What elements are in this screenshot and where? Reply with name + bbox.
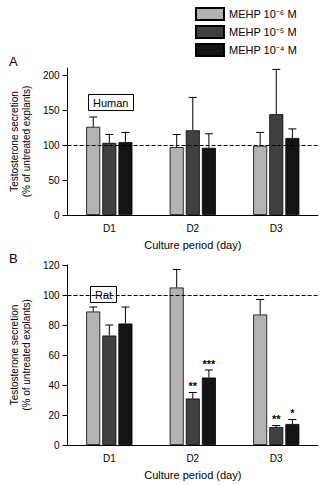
svg-text:0: 0 [54, 440, 60, 451]
svg-text:MEHP 10⁻⁶ M: MEHP 10⁻⁶ M [229, 8, 297, 20]
svg-text:**: ** [189, 380, 198, 392]
svg-text:60: 60 [48, 350, 60, 361]
svg-text:MEHP 10⁻⁵ M: MEHP 10⁻⁵ M [229, 26, 297, 38]
svg-text:120: 120 [43, 260, 60, 271]
svg-text:(% of untreated explants): (% of untreated explants) [21, 86, 32, 198]
svg-text:(% of untreated explants): (% of untreated explants) [21, 299, 32, 411]
svg-text:D1: D1 [103, 223, 116, 234]
svg-text:Human: Human [93, 97, 128, 109]
svg-text:0: 0 [54, 210, 60, 221]
svg-text:Culture period (day): Culture period (day) [144, 239, 241, 251]
svg-text:150: 150 [43, 105, 60, 116]
svg-text:200: 200 [43, 70, 60, 81]
svg-text:100: 100 [43, 290, 60, 301]
svg-text:Testosterone secretion: Testosterone secretion [9, 305, 20, 406]
svg-text:D2: D2 [186, 223, 199, 234]
svg-text:*: * [290, 407, 295, 419]
svg-text:D1: D1 [103, 453, 116, 464]
svg-text:80: 80 [48, 320, 60, 331]
svg-text:**: ** [272, 413, 281, 425]
svg-text:Culture period (day): Culture period (day) [144, 469, 241, 481]
svg-text:40: 40 [48, 380, 60, 391]
svg-text:MEHP 10⁻⁴ M: MEHP 10⁻⁴ M [229, 44, 297, 56]
svg-text:D3: D3 [270, 223, 283, 234]
svg-text:A: A [9, 54, 18, 69]
svg-text:B: B [9, 251, 18, 266]
svg-text:Rat: Rat [95, 289, 112, 301]
svg-text:100: 100 [43, 140, 60, 151]
svg-text:***: *** [202, 358, 216, 370]
svg-text:Testosterone secretion: Testosterone secretion [9, 91, 20, 192]
svg-text:D3: D3 [270, 453, 283, 464]
svg-text:D2: D2 [186, 453, 199, 464]
svg-text:20: 20 [48, 410, 60, 421]
svg-text:50: 50 [48, 175, 60, 186]
